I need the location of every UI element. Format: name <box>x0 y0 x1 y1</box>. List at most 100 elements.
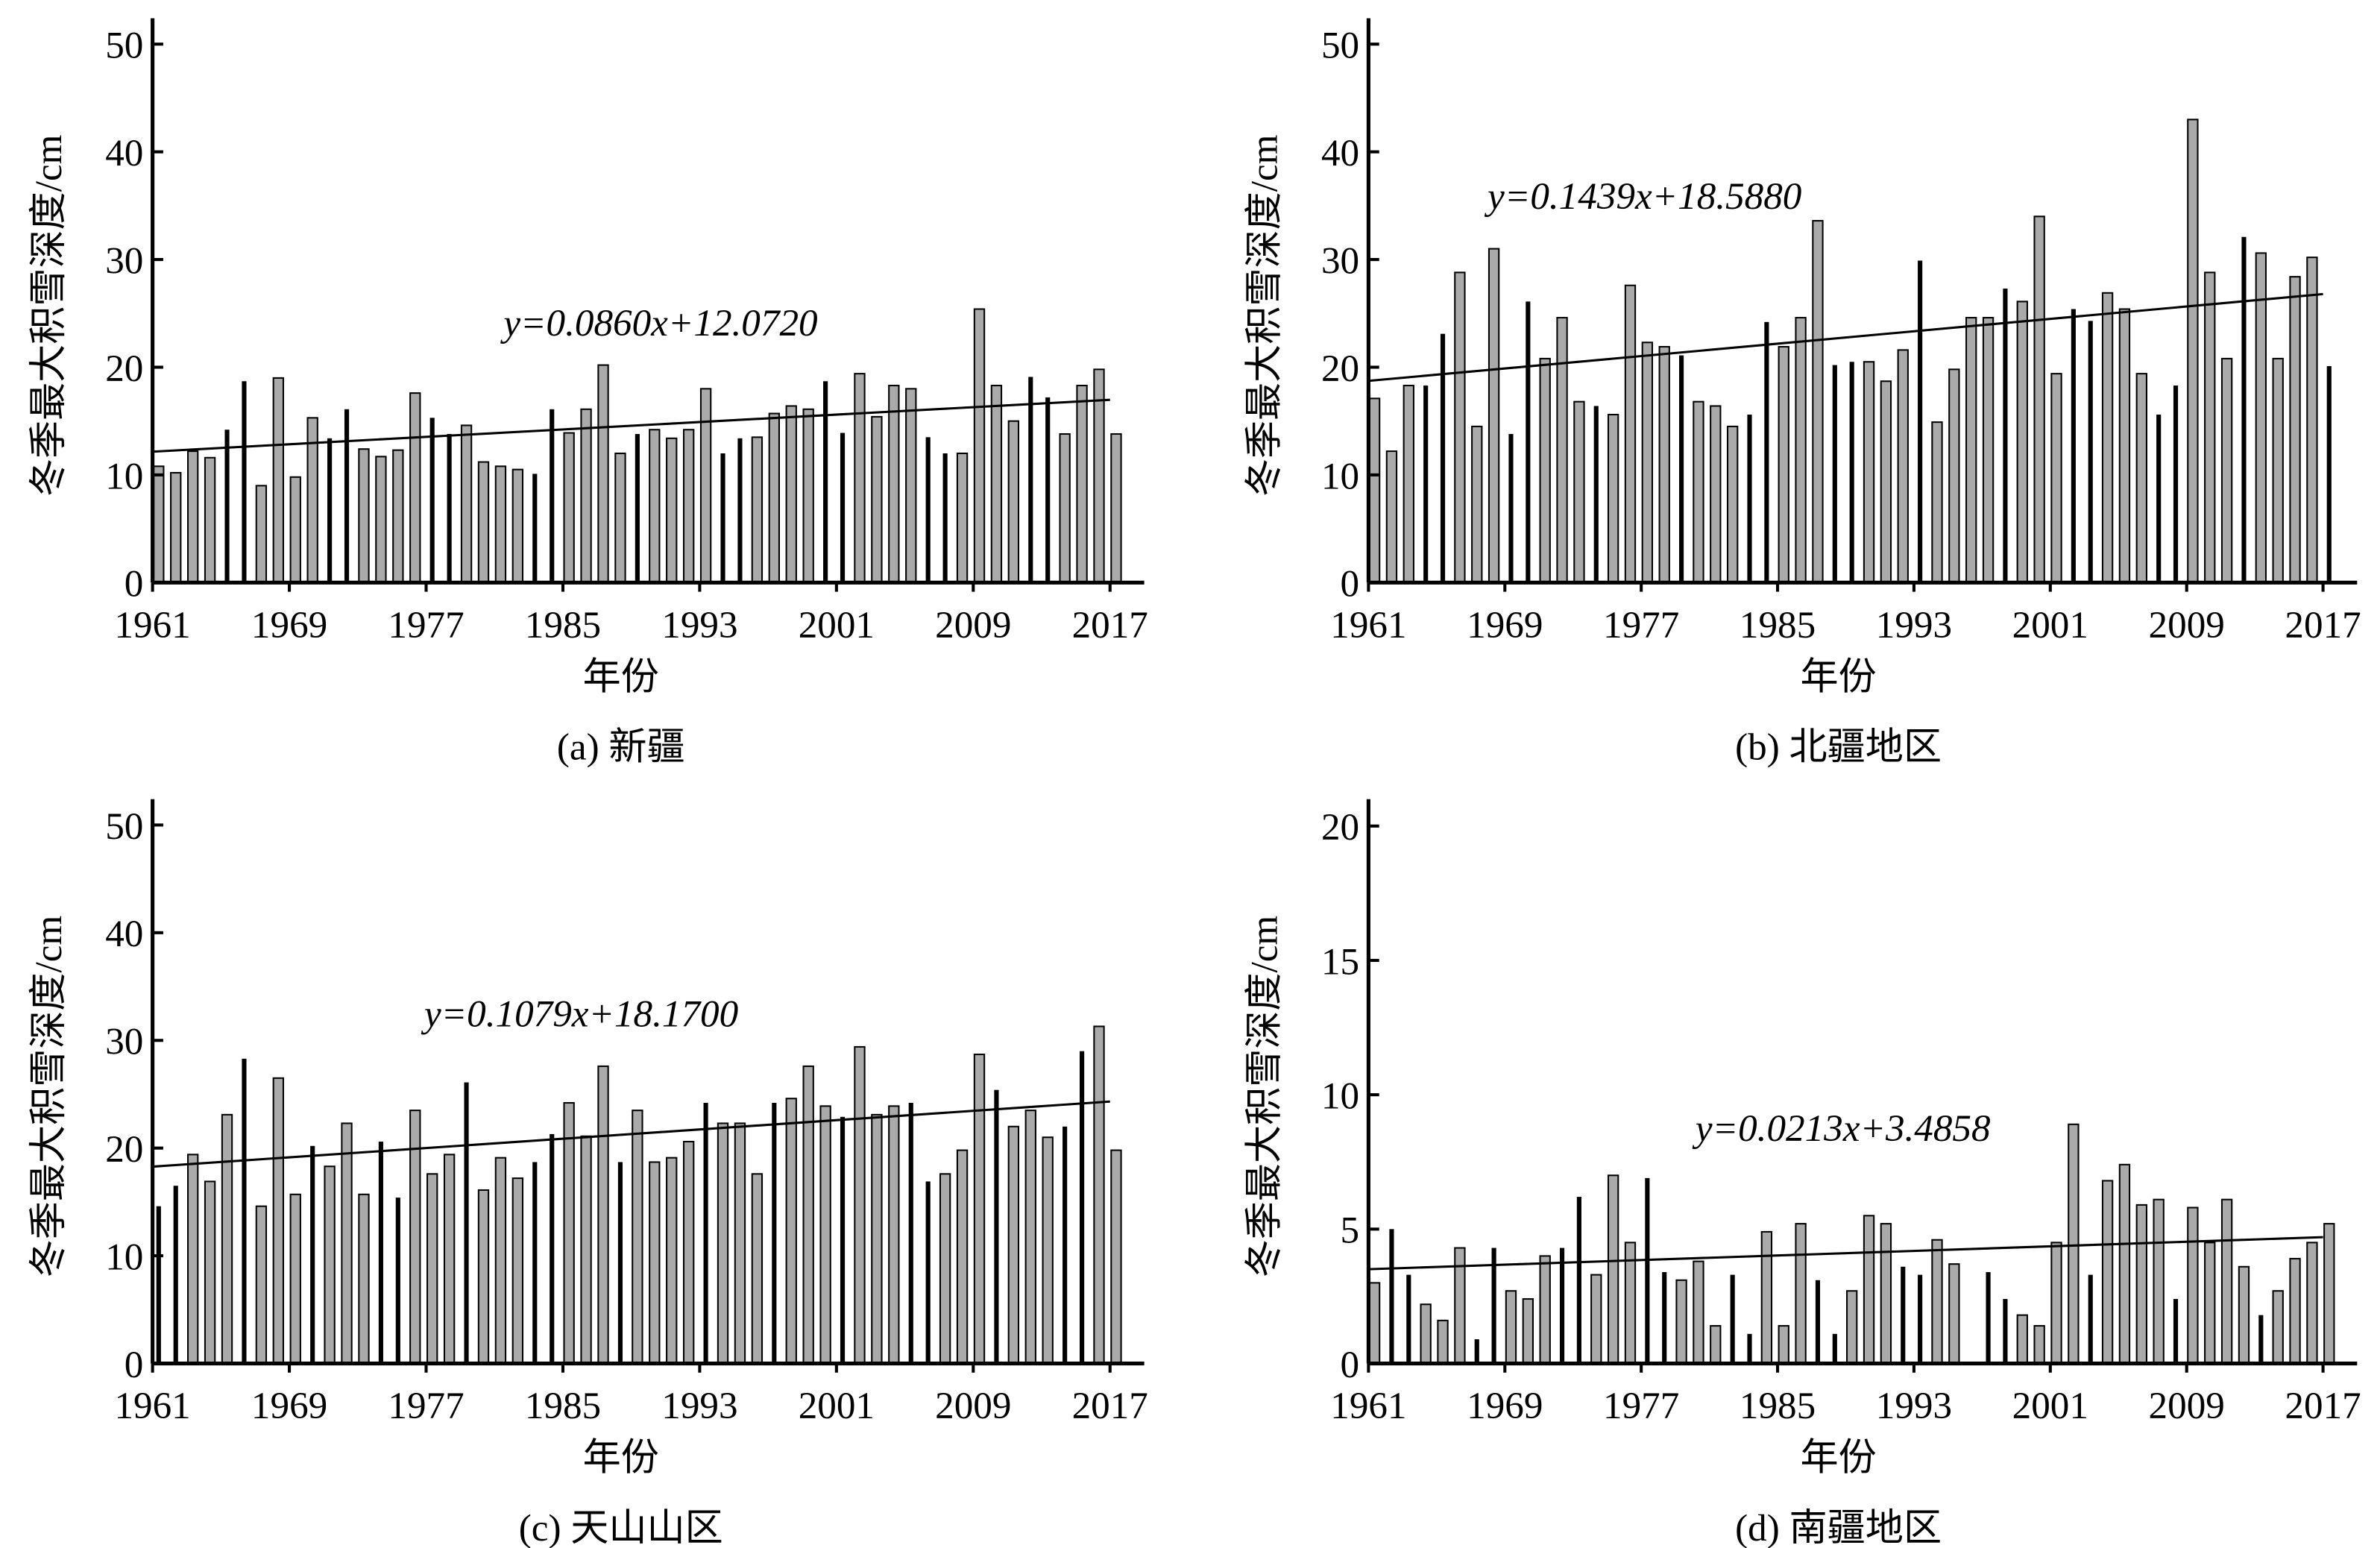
bar <box>2071 309 2076 583</box>
bar <box>1522 1298 1534 1365</box>
bar <box>1795 317 1807 584</box>
bar <box>327 438 333 583</box>
bar <box>2289 276 2301 584</box>
bar <box>1710 1325 1722 1365</box>
x-tick-label: 2001 <box>2012 1385 2088 1427</box>
y-tick-label: 10 <box>1321 455 1359 497</box>
bar <box>2003 1299 2008 1364</box>
bar <box>1747 1333 1752 1364</box>
bar <box>1880 1223 1892 1365</box>
bar <box>2220 357 2233 584</box>
x-tick-label: 1961 <box>1330 604 1406 646</box>
bar <box>994 1089 999 1364</box>
bar <box>358 1193 370 1365</box>
bar <box>925 1181 931 1364</box>
bar <box>2289 1257 2301 1365</box>
bar <box>511 1177 524 1365</box>
bar <box>888 384 900 584</box>
trend-equation: y=0.1439x+18.5880 <box>1484 175 1801 218</box>
bar <box>1368 1282 1381 1365</box>
bar <box>597 364 609 584</box>
bar <box>1693 400 1704 584</box>
bar <box>2033 1325 2045 1365</box>
bar <box>289 476 301 584</box>
bar <box>666 1157 678 1365</box>
x-axis-label: 年份 <box>583 655 659 698</box>
bar <box>737 438 743 583</box>
bar <box>550 409 555 583</box>
bar <box>242 381 247 583</box>
bar <box>2156 415 2162 583</box>
panel: 0 10 20 30 40 50 1961 1969 1977 1985 1993 2001 2009 2… <box>28 18 1148 769</box>
bar <box>511 468 524 584</box>
x-tick-label: 1977 <box>1603 1385 1679 1427</box>
bar <box>2306 257 2318 584</box>
bar <box>1863 361 1875 584</box>
bar <box>464 1082 469 1364</box>
bar <box>255 1205 268 1365</box>
bar <box>477 1189 490 1365</box>
y-tick-label: 20 <box>1321 347 1359 390</box>
bar <box>1505 1290 1517 1365</box>
bar <box>2187 1206 2199 1365</box>
bar <box>649 429 661 584</box>
bar <box>925 437 931 583</box>
bar <box>1385 450 1398 584</box>
bar <box>956 1149 969 1365</box>
bar <box>289 1193 301 1365</box>
bar <box>1437 1319 1449 1365</box>
bar <box>1024 1110 1036 1365</box>
bar <box>2204 1242 2216 1365</box>
y-tick-label: 40 <box>105 913 143 955</box>
bar <box>447 434 452 583</box>
bar <box>956 452 969 584</box>
bar <box>699 388 712 584</box>
bar <box>1474 1339 1479 1364</box>
bar <box>395 1198 400 1364</box>
x-tick-label: 2017 <box>2285 604 2361 646</box>
bar <box>2003 289 2008 583</box>
trend-equation: y=0.0213x+3.4858 <box>1692 1107 1991 1150</box>
bar <box>1420 1303 1432 1365</box>
y-tick-label: 50 <box>105 25 143 67</box>
y-tick-label: 10 <box>105 455 143 497</box>
bar <box>1918 260 1923 583</box>
bar <box>2255 252 2267 584</box>
bar <box>1454 271 1466 584</box>
bar <box>1918 1274 1923 1364</box>
bar <box>477 461 490 584</box>
bar <box>550 1133 555 1364</box>
bar <box>2153 1198 2165 1365</box>
x-tick-label: 2009 <box>935 1385 1011 1427</box>
y-axis-label: 冬季最大积雪深度/cm <box>1244 135 1286 497</box>
x-tick-label: 1977 <box>1603 604 1679 646</box>
bar <box>186 1154 199 1365</box>
bar <box>1556 317 1568 584</box>
bar <box>2173 386 2179 583</box>
y-tick-label: 0 <box>125 1344 144 1386</box>
bar <box>2238 1265 2250 1365</box>
x-axis-label: 年份 <box>1800 1437 1876 1479</box>
bar <box>494 465 507 584</box>
bar <box>460 424 473 584</box>
panel-caption: (c) 天山山区 <box>519 1507 723 1548</box>
bar <box>1607 413 1619 584</box>
x-tick-label: 2001 <box>799 1385 875 1427</box>
bar <box>1624 284 1637 584</box>
x-tick-label: 1993 <box>661 1385 737 1427</box>
bar <box>802 1065 814 1365</box>
bar <box>1931 1239 1943 1365</box>
bar <box>1846 1290 1858 1365</box>
bar <box>871 1113 883 1365</box>
bar <box>378 1142 383 1364</box>
bar <box>1795 1223 1807 1365</box>
bar <box>1747 415 1752 583</box>
bar <box>1726 425 1739 584</box>
x-tick-label: 1969 <box>251 1385 327 1427</box>
bar <box>632 1110 643 1365</box>
bar <box>1832 365 1837 583</box>
bar <box>1965 317 1977 584</box>
bar <box>204 456 216 584</box>
trend-line <box>152 1100 1110 1168</box>
bar <box>1607 1174 1619 1365</box>
